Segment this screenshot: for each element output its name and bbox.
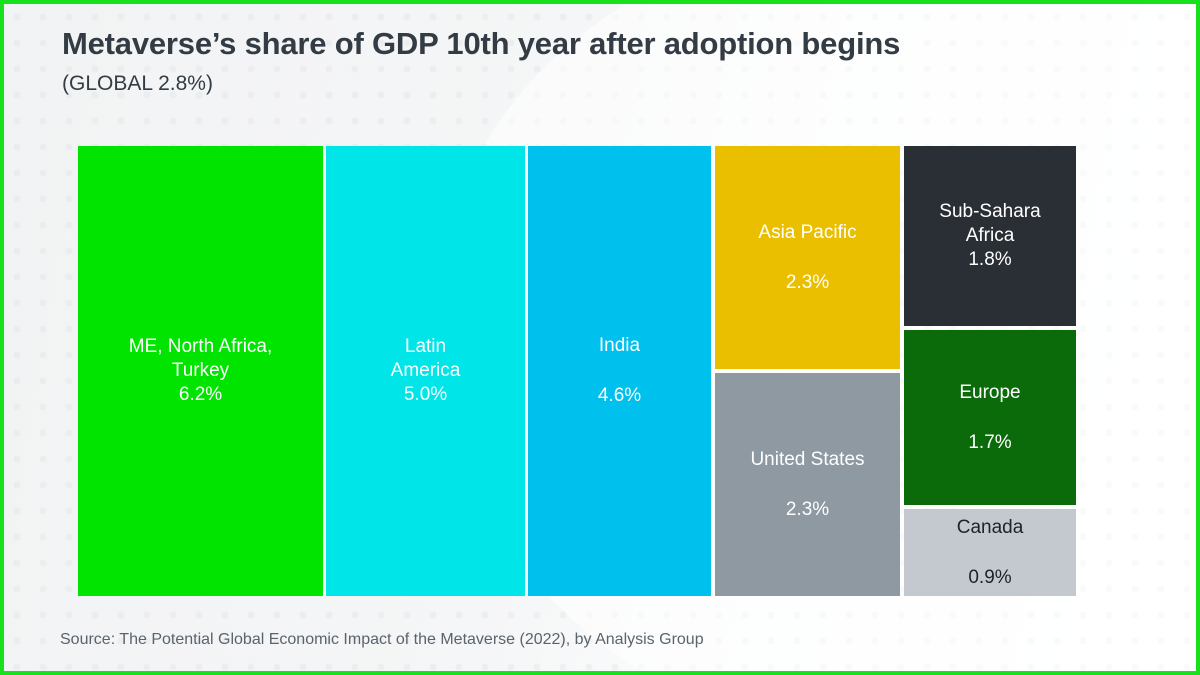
- tile-label: India: [598, 335, 641, 356]
- tile-label: Asia Pacific: [758, 221, 857, 243]
- treemap-tile-europe: Europe 1.7%: [904, 330, 1076, 505]
- tile-label: Canada: [956, 516, 1024, 538]
- tile-value: 5.0%: [403, 384, 448, 405]
- tile-label: United States: [750, 448, 865, 470]
- treemap-tile-me-north-africa-turkey: ME, North Africa, Turkey 6.2%: [78, 146, 323, 596]
- source-note: Source: The Potential Global Economic Im…: [60, 631, 704, 648]
- treemap-tile-asia-pacific: Asia Pacific 2.3%: [715, 146, 900, 369]
- chart-subtitle: (GLOBAL 2.8%): [62, 72, 213, 95]
- tile-label: Latin America: [390, 336, 461, 381]
- tile-value: 6.2%: [178, 384, 223, 405]
- tile-label: Sub-Sahara Africa: [939, 201, 1041, 246]
- treemap-tile-united-states: United States 2.3%: [715, 373, 900, 596]
- treemap-tile-india: India 4.6%: [528, 146, 711, 596]
- tile-value: 1.7%: [968, 431, 1012, 453]
- tile-value: 1.8%: [968, 249, 1012, 270]
- treemap-tile-latin-america: Latin America 5.0%: [326, 146, 525, 596]
- tile-value: 4.6%: [597, 385, 642, 406]
- treemap-tile-sub-sahara-africa: Sub-Sahara Africa 1.8%: [904, 146, 1076, 326]
- treemap-tile-canada: Canada 0.9%: [904, 509, 1076, 596]
- tile-value: 0.9%: [968, 566, 1012, 588]
- tile-value: 2.3%: [785, 271, 830, 293]
- tile-label: Europe: [959, 381, 1021, 403]
- chart-title: Metaverse’s share of GDP 10th year after…: [62, 26, 901, 61]
- tile-label: ME, North Africa, Turkey: [128, 336, 273, 381]
- treemap: ME, North Africa, Turkey 6.2% Latin Americ…: [4, 4, 1196, 671]
- tile-value: 2.3%: [785, 498, 830, 520]
